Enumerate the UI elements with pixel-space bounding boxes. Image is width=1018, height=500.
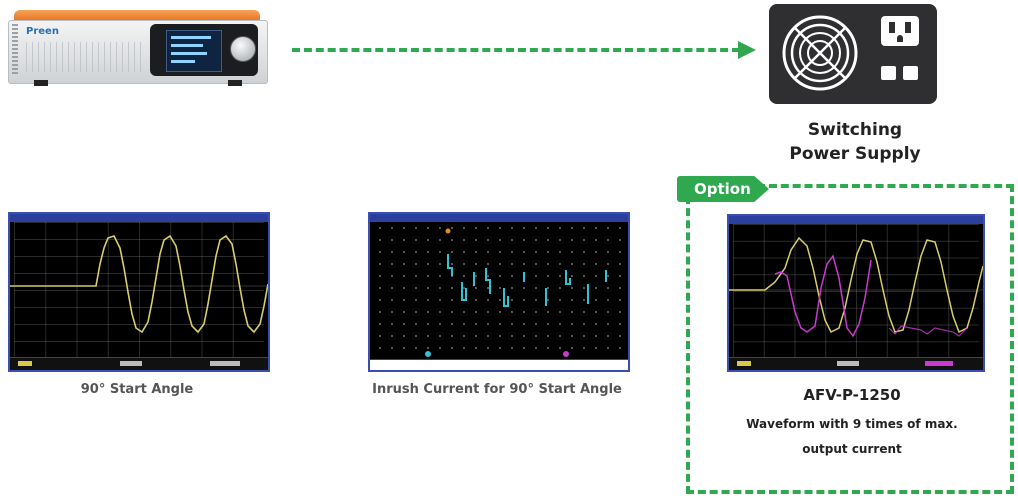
start-angle-waveform	[10, 234, 268, 334]
option-tab-label: Option	[677, 176, 769, 202]
scope-screen-start-angle	[8, 212, 270, 372]
arrow-head-icon	[738, 41, 756, 59]
connection-arrow-line	[292, 48, 740, 52]
option-description: Waveform with 9 times of max. output cur…	[720, 412, 984, 462]
device-knob-icon	[230, 36, 256, 62]
option-description-line2: output current	[802, 442, 902, 456]
option-waveform	[729, 236, 983, 338]
switching-power-supply-icon	[769, 4, 937, 104]
power-supply-label: Switching Power Supply	[770, 118, 940, 166]
power-supply-label-line1: Switching	[807, 120, 903, 140]
option-dashed-box	[686, 184, 1014, 494]
device-top-cover	[14, 10, 260, 22]
option-description-line1: Waveform with 9 times of max.	[746, 417, 958, 431]
output-terminals-icon	[881, 66, 921, 82]
device-display	[166, 30, 222, 72]
fan-icon	[782, 15, 858, 91]
device-brand-logo: Preen	[26, 26, 59, 37]
power-supply-label-line2: Power Supply	[789, 144, 921, 164]
option-model-title: AFV-P-1250	[803, 386, 901, 404]
inrush-current-waveform	[425, 228, 607, 357]
device-vents	[26, 42, 146, 72]
device-grille	[12, 24, 18, 76]
power-outlet-icon	[881, 16, 919, 46]
caption-start-angle: 90° Start Angle	[80, 382, 194, 397]
scope-screen-option-waveform	[727, 214, 985, 372]
ac-power-source-device: Preen	[8, 10, 268, 88]
caption-inrush-current: Inrush Current for 90° Start Angle	[372, 382, 622, 397]
device-foot	[228, 80, 242, 86]
device-foot	[34, 80, 48, 86]
scope-screen-inrush-current	[368, 212, 630, 372]
